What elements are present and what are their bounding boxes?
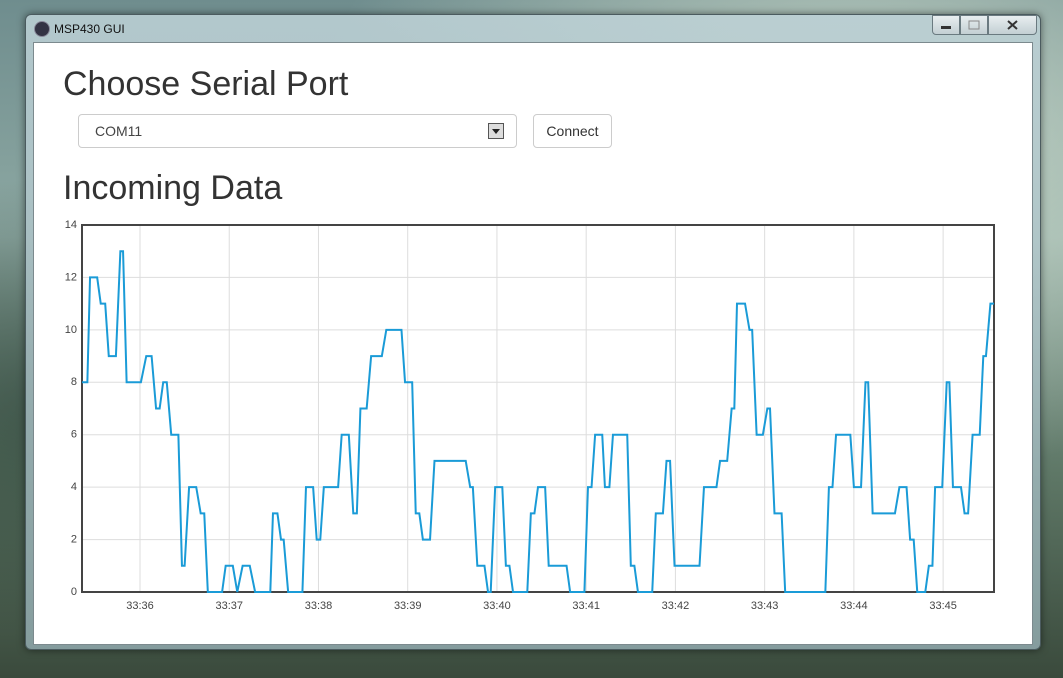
y-tick-label: 2 <box>71 533 77 545</box>
port-select[interactable]: COM11 <box>78 114 517 148</box>
y-tick-label: 12 <box>65 271 77 283</box>
data-line <box>82 250 994 593</box>
y-tick-label: 6 <box>71 429 77 441</box>
y-tick-label: 4 <box>71 481 77 493</box>
x-tick-label: 33:43 <box>751 600 779 612</box>
dropdown-arrow <box>488 123 504 139</box>
heading: Choose Serial Port <box>63 65 349 103</box>
x-tick-label: 33:42 <box>662 600 690 612</box>
select-value: COM11 <box>95 123 143 139</box>
heading: Incoming Data <box>63 169 283 207</box>
y-tick-label: 0 <box>71 586 77 598</box>
maximize-button[interactable] <box>960 15 988 35</box>
x-tick-label: 33:41 <box>572 600 600 612</box>
x-tick-label: 33:36 <box>126 600 154 612</box>
window: MSP430 GUI Choose Serial Port COM11 Conn… <box>25 14 1041 650</box>
minimize-button[interactable] <box>932 15 960 35</box>
connect-button[interactable]: Connect <box>533 114 612 148</box>
y-tick-label: 8 <box>71 376 77 388</box>
window-title: MSP430 GUI <box>54 22 125 36</box>
y-tick-label: 14 <box>65 219 77 231</box>
y-tick-label: 10 <box>65 324 77 336</box>
x-tick-label: 33:37 <box>215 600 243 612</box>
close-button[interactable] <box>988 15 1037 35</box>
plot-frame <box>81 224 995 593</box>
content: Choose Serial Port COM11 Connect Incomin… <box>33 42 1033 645</box>
x-tick-label: 33:38 <box>305 600 333 612</box>
app-icon <box>34 21 50 37</box>
x-tick-label: 33:39 <box>394 600 422 612</box>
x-tick-label: 33:45 <box>929 600 957 612</box>
window-controls <box>932 15 1037 35</box>
x-tick-label: 33:40 <box>483 600 511 612</box>
x-tick-label: 33:44 <box>840 600 868 612</box>
